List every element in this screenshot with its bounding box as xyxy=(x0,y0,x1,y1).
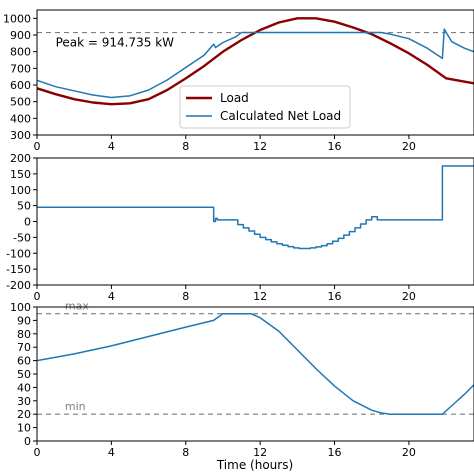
y-tick-label: -100 xyxy=(6,247,31,260)
axes-frame xyxy=(36,306,474,442)
y-tick-label: 500 xyxy=(10,96,31,109)
x-tick-label: 8 xyxy=(182,446,189,459)
axes-frame xyxy=(36,9,474,136)
y-tick-label: 30 xyxy=(17,395,31,408)
load-panel: 0 4 8 12 16 20 300 400 500 600 700 800 900 1000 Peak =… xyxy=(3,9,474,153)
axes-frame xyxy=(36,157,474,286)
x-tick-label: 16 xyxy=(328,446,342,459)
legend: Load Calculated Net Load xyxy=(179,85,351,129)
series-line xyxy=(37,28,474,99)
y-tick-label: 800 xyxy=(10,46,31,59)
legend-label: Calculated Net Load xyxy=(220,109,341,123)
x-tick-label: 12 xyxy=(253,290,267,303)
y-tick-label: -150 xyxy=(6,263,31,276)
y-tick-label: 10 xyxy=(17,422,31,435)
x-tick-label: 12 xyxy=(253,140,267,153)
y-tick-label: 900 xyxy=(10,29,31,42)
battery-power-panel: 0 4 8 12 16 20 -200 -150 -100 -50 0 50 100 150 200 xyxy=(6,152,474,303)
y-tick-label: 80 xyxy=(17,328,31,341)
legend-box xyxy=(179,85,351,129)
x-tick-label: 0 xyxy=(34,140,41,153)
x-tick-label: 8 xyxy=(182,140,189,153)
reference-line-label: min xyxy=(65,400,86,413)
y-tick-label: 400 xyxy=(10,112,31,125)
y-tick-label: -50 xyxy=(13,231,31,244)
y-tick-label: 70 xyxy=(17,341,31,354)
x-tick-label: 0 xyxy=(34,290,41,303)
y-tick-label: 100 xyxy=(10,301,31,314)
x-tick-label: 20 xyxy=(402,140,416,153)
x-tick-label: 4 xyxy=(108,446,115,459)
x-axis-label: Time (hours) xyxy=(216,458,293,472)
y-tick-label: 40 xyxy=(17,381,31,394)
series-line xyxy=(37,165,474,250)
y-tick-label: 50 xyxy=(17,368,31,381)
y-tick-label: 1000 xyxy=(3,12,31,25)
y-tick-label: -200 xyxy=(6,279,31,292)
reference-line-label: max xyxy=(65,300,89,313)
y-tick-label: 150 xyxy=(10,168,31,181)
y-tick-label: 90 xyxy=(17,314,31,327)
y-tick-label: 300 xyxy=(10,129,31,142)
x-tick-label: 0 xyxy=(34,446,41,459)
x-tick-label: 16 xyxy=(328,140,342,153)
y-tick-label: 700 xyxy=(10,62,31,75)
legend-label: Load xyxy=(220,91,249,105)
x-tick-label: 4 xyxy=(108,290,115,303)
x-tick-label: 20 xyxy=(402,290,416,303)
peak-annotation: Peak = 914.735 kW xyxy=(56,36,175,50)
x-tick-label: 4 xyxy=(108,140,115,153)
y-tick-label: 600 xyxy=(10,79,31,92)
y-tick-label: 50 xyxy=(17,200,31,213)
x-tick-label: 16 xyxy=(328,290,342,303)
y-tick-label: 60 xyxy=(17,355,31,368)
y-tick-label: 100 xyxy=(10,184,31,197)
x-tick-label: 8 xyxy=(182,290,189,303)
y-tick-label: 0 xyxy=(24,216,31,229)
x-tick-label: 12 xyxy=(253,446,267,459)
y-tick-label: 200 xyxy=(10,152,31,165)
series-line xyxy=(37,312,474,415)
series-line xyxy=(37,17,474,106)
y-tick-label: 0 xyxy=(24,435,31,448)
x-tick-label: 20 xyxy=(402,446,416,459)
y-tick-label: 20 xyxy=(17,408,31,421)
